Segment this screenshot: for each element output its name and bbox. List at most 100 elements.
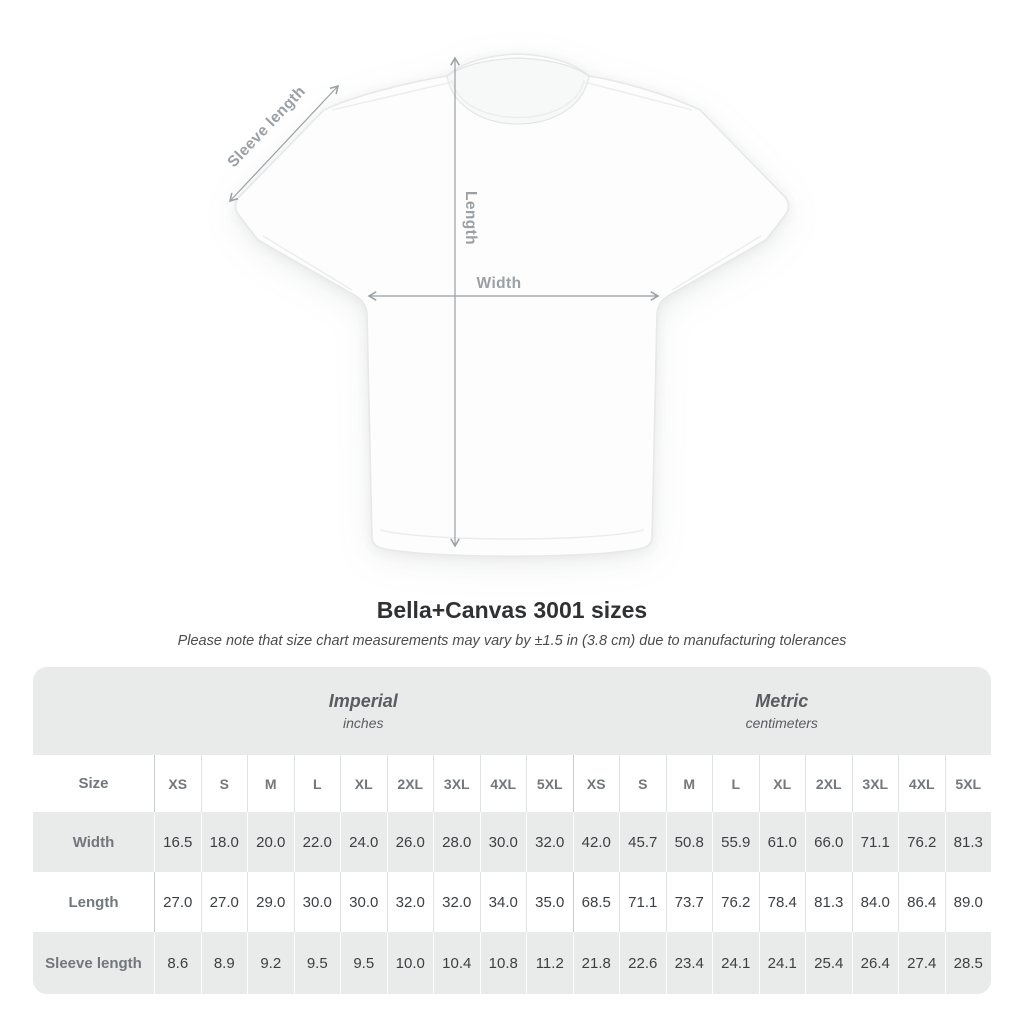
value-cell: 24.1 — [712, 932, 759, 994]
value-cell: 8.9 — [200, 932, 248, 994]
imperial-unit: inches — [343, 715, 384, 731]
value-cell: 86.4 — [898, 872, 945, 932]
value-cell: 28.5 — [944, 932, 992, 994]
value-cell: 28.0 — [433, 812, 480, 872]
value-cell: 73.7 — [665, 872, 713, 932]
value-cell: 81.3 — [805, 872, 852, 932]
value-cell: 11.2 — [526, 932, 573, 994]
size-col-header: 4XL — [898, 755, 945, 812]
value-cell: 18.0 — [200, 812, 248, 872]
size-col-header: L — [293, 755, 341, 812]
size-table: Imperial inches Metric centimeters Size … — [33, 667, 991, 994]
value-cell: 10.4 — [433, 932, 480, 994]
value-cell: 9.2 — [247, 932, 294, 994]
sleeve-length-row: Sleeve length 8.6 8.9 9.2 9.5 9.5 10.0 1… — [33, 932, 991, 994]
value-cell: 30.0 — [293, 872, 341, 932]
size-col-header: XS — [154, 755, 201, 812]
value-cell: 21.8 — [572, 932, 620, 994]
size-col-header: 3XL — [851, 755, 899, 812]
size-col-header: 5XL — [944, 755, 992, 812]
tolerance-note: Please note that size chart measurements… — [177, 633, 847, 649]
value-cell: 42.0 — [572, 812, 620, 872]
size-col-header: L — [712, 755, 759, 812]
value-cell: 76.2 — [712, 872, 759, 932]
value-cell: 71.1 — [619, 872, 666, 932]
units-header-band: Imperial inches Metric centimeters — [33, 667, 991, 755]
value-cell: 50.8 — [665, 812, 713, 872]
value-cell: 35.0 — [526, 872, 573, 932]
page-title: Bella+Canvas 3001 sizes — [376, 597, 648, 623]
value-cell: 23.4 — [665, 932, 713, 994]
value-cell: 24.0 — [340, 812, 387, 872]
tshirt-seams — [262, 79, 762, 540]
row-label-width: Width — [72, 833, 115, 851]
imperial-title: Imperial — [328, 691, 398, 711]
collar-opening — [446, 57, 590, 125]
value-cell: 10.8 — [479, 932, 527, 994]
value-cell: 30.0 — [340, 872, 387, 932]
size-col-header: XL — [340, 755, 387, 812]
metric-unit: centimeters — [745, 715, 818, 731]
size-header-row: Size XS S M L XL 2XL 3XL 4XL 5XL XS S M … — [33, 755, 991, 812]
value-cell: 32.0 — [433, 872, 480, 932]
value-cell: 26.4 — [851, 932, 899, 994]
value-cell: 61.0 — [758, 812, 806, 872]
value-cell: 32.0 — [526, 812, 573, 872]
size-col-header: 2XL — [386, 755, 434, 812]
tshirt-image — [234, 53, 790, 558]
tshirt-measurement-diagram: Sleeve length Length Width — [224, 53, 790, 558]
width-label: Width — [477, 275, 522, 292]
size-col-header: 5XL — [526, 755, 573, 812]
row-label-length: Length — [68, 893, 119, 911]
value-cell: 25.4 — [805, 932, 852, 994]
size-col-header: XS — [572, 755, 620, 812]
length-row: Length 27.0 27.0 29.0 30.0 30.0 32.0 32.… — [33, 872, 991, 932]
metric-title: Metric — [755, 691, 809, 711]
value-cell: 29.0 — [247, 872, 294, 932]
value-cell: 10.0 — [386, 932, 434, 994]
value-cell: 45.7 — [619, 812, 666, 872]
value-cell: 89.0 — [944, 872, 992, 932]
value-cell: 27.4 — [898, 932, 945, 994]
size-col-header: 2XL — [805, 755, 852, 812]
value-cell: 20.0 — [247, 812, 294, 872]
value-cell: 16.5 — [154, 812, 201, 872]
tshirt-outline — [234, 53, 790, 558]
value-cell: 71.1 — [851, 812, 899, 872]
measurements-table: Size XS S M L XL 2XL 3XL 4XL 5XL XS S M … — [33, 755, 991, 994]
value-cell: 27.0 — [154, 872, 201, 932]
value-cell: 24.1 — [758, 932, 806, 994]
size-col-header: S — [619, 755, 666, 812]
value-cell: 68.5 — [572, 872, 620, 932]
metric-section-header: Metric centimeters — [573, 667, 992, 755]
size-col-header: 3XL — [433, 755, 480, 812]
value-cell: 27.0 — [200, 872, 248, 932]
size-col-header: M — [665, 755, 713, 812]
units-spacer — [33, 667, 154, 755]
value-cell: 32.0 — [386, 872, 434, 932]
sleeve-length-arrow — [228, 84, 340, 203]
value-cell: 84.0 — [851, 872, 899, 932]
value-cell: 55.9 — [712, 812, 759, 872]
imperial-section-header: Imperial inches — [154, 667, 573, 755]
size-col-header: 4XL — [479, 755, 527, 812]
row-label-sleeve-length: Sleeve length — [45, 954, 142, 972]
size-col-header: XL — [758, 755, 806, 812]
value-cell: 9.5 — [340, 932, 387, 994]
value-cell: 66.0 — [805, 812, 852, 872]
value-cell: 34.0 — [479, 872, 527, 932]
value-cell: 22.0 — [293, 812, 341, 872]
value-cell: 9.5 — [293, 932, 341, 994]
value-cell: 26.0 — [386, 812, 434, 872]
size-col-header: S — [200, 755, 248, 812]
size-header-label: Size — [78, 775, 109, 792]
value-cell: 8.6 — [154, 932, 201, 994]
value-cell: 78.4 — [758, 872, 806, 932]
length-label: Length — [462, 191, 479, 245]
value-cell: 30.0 — [479, 812, 527, 872]
value-cell: 22.6 — [619, 932, 666, 994]
width-row: Width 16.5 18.0 20.0 22.0 24.0 26.0 28.0… — [33, 812, 991, 872]
size-col-header: M — [247, 755, 294, 812]
value-cell: 81.3 — [944, 812, 992, 872]
value-cell: 76.2 — [898, 812, 945, 872]
